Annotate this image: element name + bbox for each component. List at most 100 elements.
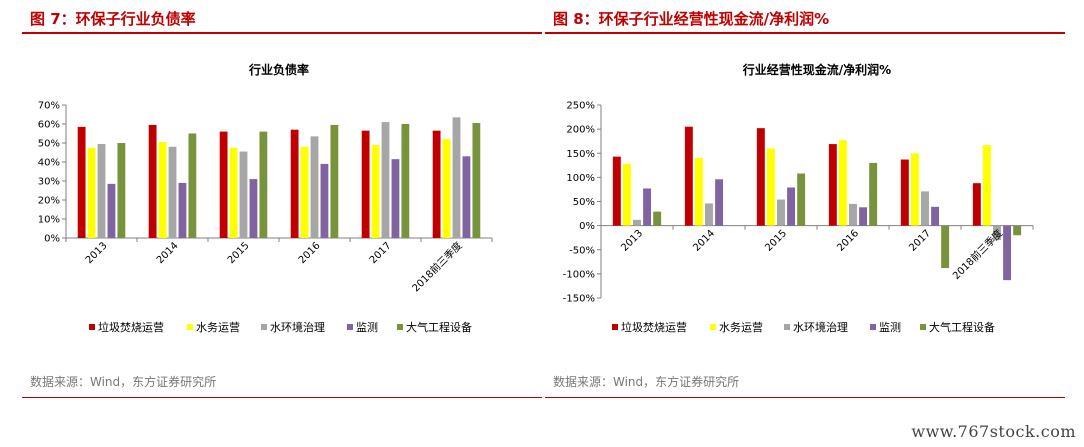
x-tick-label: 2018前三季度	[950, 227, 1005, 282]
y-tick-label: 30%	[38, 177, 60, 188]
y-tick-label: 0%	[44, 234, 60, 245]
figure-8-title: 图 8：环保子行业经营性现金流/净利润%	[553, 10, 830, 28]
bar-水环境治理-2014	[168, 146, 177, 238]
legend-swatch	[784, 324, 790, 330]
bar-水务运营-2018前三季度	[442, 139, 451, 238]
bar-水环境治理-2018前三季度	[993, 225, 1001, 241]
legend-swatch	[347, 324, 353, 330]
y-tick-label: -150%	[563, 294, 595, 305]
bar-水环境治理-2016	[310, 136, 319, 238]
bar-垃圾焚烧运营-2018前三季度	[432, 130, 441, 238]
legend-swatch	[187, 324, 193, 330]
x-tick-label: 2016	[297, 240, 323, 266]
chart-title: 行业负债率	[248, 62, 309, 77]
bar-水环境治理-2013	[97, 143, 106, 238]
bar-监测-2016	[320, 163, 329, 238]
bar-水务运营-2016	[300, 146, 309, 238]
bar-水环境治理-2015	[239, 151, 248, 238]
bar-水务运营-2016	[838, 140, 847, 226]
bar-水务运营-2013	[87, 147, 96, 238]
x-tick-label: 2016	[835, 228, 861, 254]
bar-大气工程设备-2017	[401, 124, 410, 238]
bar-水环境治理-2018前三季度	[452, 117, 461, 238]
y-tick-label: 10%	[38, 215, 60, 226]
y-tick-label: 70%	[38, 101, 60, 112]
bar-水环境治理-2016	[849, 203, 857, 226]
x-tick-label: 2014	[155, 240, 181, 266]
bar-监测-2014	[715, 179, 724, 226]
bar-监测-2015	[787, 187, 796, 226]
figure-7-title: 图 7：环保子行业负债率	[30, 10, 196, 28]
legend-swatch	[710, 324, 716, 330]
legend-label: 监测	[356, 321, 378, 334]
figure-8-top-rule	[545, 32, 1065, 34]
y-tick-label: 150%	[566, 149, 595, 160]
bar-监测-2018前三季度	[1003, 225, 1012, 281]
y-tick-label: 100%	[566, 173, 595, 184]
legend-label: 监测	[879, 321, 901, 334]
bar-监测-2013	[107, 183, 116, 238]
bar-水务运营-2014	[158, 142, 167, 238]
bar-水环境治理-2014	[705, 203, 713, 226]
y-tick-label: 50%	[38, 139, 60, 150]
legend-swatch	[397, 324, 403, 330]
bar-垃圾焚烧运营-2017	[900, 159, 909, 226]
y-tick-label: 250%	[566, 101, 595, 112]
bar-水务运营-2018前三季度	[982, 145, 991, 226]
bar-垃圾焚烧运营-2015	[756, 128, 765, 226]
legend-swatch	[261, 324, 267, 330]
figure-7-bottom-rule	[22, 397, 542, 398]
bar-大气工程设备-2014	[188, 133, 197, 238]
x-tick-label: 2015	[226, 240, 252, 266]
bar-水环境治理-2017	[381, 122, 390, 238]
bar-大气工程设备-2013	[117, 143, 126, 238]
legend-swatch	[870, 324, 876, 330]
bar-水务运营-2015	[229, 147, 238, 238]
bar-水务运营-2014	[694, 158, 703, 226]
bar-监测-2013	[643, 188, 652, 226]
bar-监测-2015	[249, 179, 258, 238]
legend-label: 水务运营	[719, 320, 763, 334]
bar-垃圾焚烧运营-2014	[148, 124, 157, 238]
bar-监测-2017	[931, 206, 940, 226]
y-tick-label: 0%	[579, 221, 595, 232]
legend-label: 水环境治理	[793, 320, 848, 334]
legend-label: 大气工程设备	[406, 320, 472, 334]
y-tick-label: -50%	[569, 245, 595, 256]
bar-大气工程设备-2016	[330, 124, 339, 238]
x-tick-label: 2017	[907, 228, 933, 254]
y-tick-label: 200%	[566, 125, 595, 136]
legend-label: 水务运营	[196, 320, 240, 334]
site-watermark: www.767stock.com	[911, 422, 1076, 441]
bar-监测-2014	[178, 182, 187, 238]
bar-大气工程设备-2015	[797, 173, 806, 226]
legend-label: 垃圾焚烧运营	[621, 320, 687, 334]
bar-大气工程设备-2018前三季度	[1013, 225, 1022, 236]
figure-7-source: 数据来源：Wind，东方证券研究所	[30, 375, 217, 389]
bar-水环境治理-2017	[921, 191, 929, 226]
legend-label: 水环境治理	[270, 320, 325, 334]
legend-label: 大气工程设备	[929, 320, 995, 334]
legend-swatch	[612, 324, 618, 330]
bar-垃圾焚烧运营-2016	[290, 129, 299, 238]
figure-8-source: 数据来源：Wind，东方证券研究所	[553, 375, 740, 389]
x-tick-label: 2017	[368, 240, 394, 266]
y-tick-label: 40%	[38, 158, 60, 169]
bar-垃圾焚烧运营-2013	[612, 156, 621, 226]
bar-大气工程设备-2018前三季度	[472, 123, 481, 238]
x-tick-label: 2015	[763, 228, 789, 254]
bar-监测-2016	[859, 207, 868, 226]
bar-水务运营-2013	[622, 163, 631, 226]
y-tick-label: 20%	[38, 196, 60, 207]
figure-7-top-rule	[22, 32, 542, 34]
chart-title: 行业经营性现金流/净利润%	[742, 62, 891, 77]
cashflow-ratio-chart: 行业经营性现金流/净利润% -150% -100% -50% 0% 50% 100% 150%…	[563, 62, 1034, 334]
bar-垃圾焚烧运营-2016	[828, 144, 837, 226]
legend-swatch	[89, 324, 95, 330]
figure-8-panel: 图 8：环保子行业经营性现金流/净利润% 行业经营性现金流/净利润% -150% -…	[545, 0, 1065, 400]
x-tick-label: 2013	[619, 228, 645, 254]
bar-监测-2018前三季度	[462, 156, 471, 238]
bar-垃圾焚烧运营-2014	[684, 126, 693, 226]
bar-水务运营-2017	[910, 153, 919, 226]
bar-大气工程设备-2013	[653, 211, 662, 226]
